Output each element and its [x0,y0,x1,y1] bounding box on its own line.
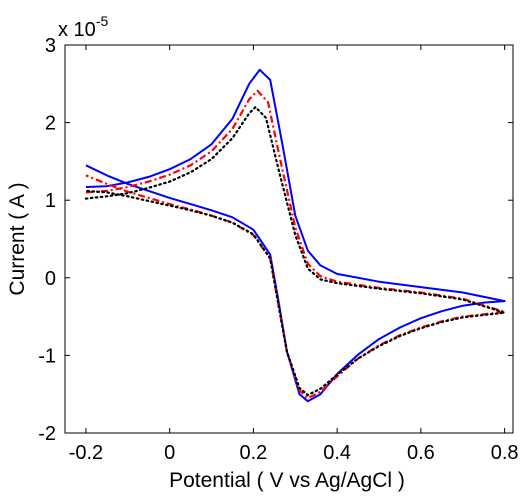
plot-frame [64,44,514,434]
x-tick-label: 0.6 [407,442,435,464]
x-axis-title: Potential ( V vs Ag/AgCl ) [169,469,405,492]
y-tick-label: 0 [45,268,56,290]
series-layer [84,68,506,403]
series-line-3 [84,106,506,397]
y-axis-multiplier: x 10-5 [58,13,108,41]
y-axis-title: Current ( A ) [6,182,29,295]
x-tick-label: 0 [164,442,175,464]
y-axis-multiplier-base: x 10 [58,19,96,41]
y-tick-label: -2 [38,423,56,445]
plot-area [65,45,513,433]
x-tick-label: 0.8 [491,442,519,464]
tick-labels: -0.2 0 0.2 0.4 0.6 0.8 -2 -1 0 1 2 3 [38,35,518,464]
y-tick-label: 2 [45,113,56,135]
y-tick-label: 3 [45,35,56,57]
y-tick-label: -1 [38,345,56,367]
x-tick-label: -0.2 [69,442,103,464]
y-tick-label: 1 [45,190,56,212]
x-tick-label: 0.4 [323,442,351,464]
series-line-1 [85,68,506,403]
y-axis-multiplier-exponent: -5 [96,13,109,29]
x-tick-label: 0.2 [240,442,268,464]
